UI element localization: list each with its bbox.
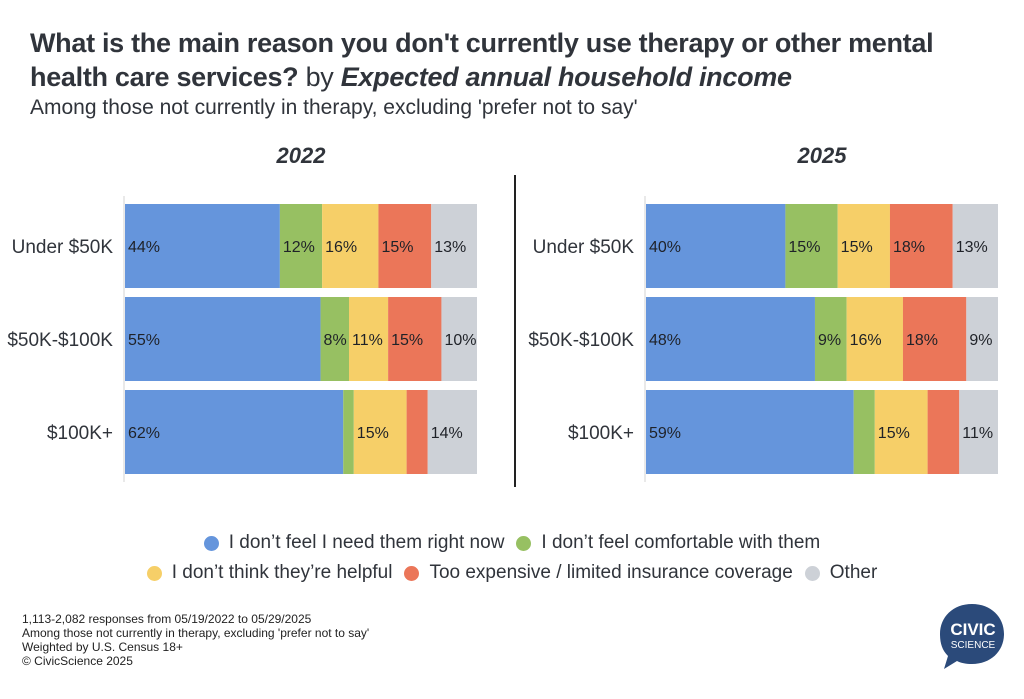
bar-segment-2022-100k-i-don-t-feel-i-need-them-right-now <box>125 390 344 474</box>
legend-label-not-comfortable: I don’t feel comfortable with them <box>541 532 821 553</box>
legend: I don’t feel I need them right now I don… <box>0 528 1024 588</box>
stacked-bar-chart: Under $50K 44% 12% 16% 15% 13% $50K-$100K 55% 8%… <box>7 196 998 482</box>
bar-segment-2022-50k-100k-too-expensive-limited-insurance-coverage <box>388 297 442 381</box>
footnote: 1,113-2,082 responses from 05/19/2022 to… <box>22 612 369 668</box>
bar-segment-2025-50k-100k-too-expensive-limited-insurance-coverage <box>902 297 967 381</box>
bar-segment-2022-100k-i-don-t-think-they-re-helpful <box>353 390 407 474</box>
bar-segment-2022-under-50k-i-don-t-feel-i-need-them-right-now <box>125 204 280 288</box>
data-label-2025-under-50k-other: 13% <box>956 239 988 256</box>
data-label-2025-100k-other: 11% <box>962 425 993 442</box>
legend-item-not-comfortable[interactable]: I don’t feel comfortable with them <box>516 528 820 558</box>
bar-segment-2025-under-50k-i-don-t-think-they-re-helpful <box>837 204 890 288</box>
data-label-2022-under-50k-other: 13% <box>434 239 466 256</box>
data-label-2025-under-50k-i-don-t-feel-comfortable-with-them: 15% <box>788 239 820 256</box>
category-label-100k-2022: $100K+ <box>47 423 113 444</box>
data-label-2025-50k-100k-too-expensive-limited-insurance-coverage: 18% <box>906 332 938 349</box>
data-label-2025-50k-100k-i-don-t-think-they-re-helpful: 16% <box>850 332 882 349</box>
bar-segment-2025-100k-too-expensive-limited-insurance-coverage <box>927 390 960 474</box>
legend-label-not-helpful: I don’t think they’re helpful <box>171 562 393 583</box>
legend-label-too-expensive: Too expensive / limited insurance covera… <box>429 562 793 583</box>
bar-segment-2025-100k-other <box>959 390 998 474</box>
bar-segment-2025-50k-100k-i-don-t-feel-comfortable-with-them <box>814 297 847 381</box>
legend-dot-other <box>804 565 820 581</box>
title-by: by <box>305 62 334 92</box>
category-label-under-50k-2022: Under $50K <box>12 237 114 258</box>
legend-item-not-helpful[interactable]: I don’t think they’re helpful <box>146 558 393 588</box>
bar-segment-2022-under-50k-i-don-t-feel-comfortable-with-them <box>279 204 323 288</box>
footnote-weighting: Weighted by U.S. Census 18+ <box>22 640 183 654</box>
title-main: What is the main reason you don't curren… <box>30 28 934 92</box>
footnote-copyright: © CivicScience 2025 <box>22 654 133 668</box>
legend-label-other: Other <box>829 562 878 583</box>
title-dimension: Expected annual household income <box>340 62 792 92</box>
bar-segment-2025-under-50k-i-don-t-feel-i-need-them-right-now <box>646 204 786 288</box>
category-label-50k-100k-2025: $50K-$100K <box>528 330 634 351</box>
data-label-2022-100k-i-don-t-feel-i-need-them-right-now: 62% <box>128 425 160 442</box>
bar-segment-2025-50k-100k-i-don-t-feel-i-need-them-right-now <box>646 297 815 381</box>
legend-item-no-need[interactable]: I don’t feel I need them right now <box>203 528 505 558</box>
bar-segment-2025-50k-100k-other <box>966 297 998 381</box>
footnote-population: Among those not currently in therapy, ex… <box>22 626 370 640</box>
data-label-2022-50k-100k-too-expensive-limited-insurance-coverage: 15% <box>391 332 423 349</box>
data-label-2025-50k-100k-other: 9% <box>969 332 992 349</box>
legend-dot-not-comfortable <box>516 535 532 551</box>
data-label-2025-50k-100k-i-don-t-feel-i-need-them-right-now: 48% <box>649 332 681 349</box>
panel-title-2022: 2022 <box>276 143 326 168</box>
data-label-2025-50k-100k-i-don-t-feel-comfortable-with-them: 9% <box>818 332 841 349</box>
data-label-2025-100k-i-don-t-think-they-re-helpful: 15% <box>878 425 910 442</box>
data-label-2022-50k-100k-i-don-t-feel-i-need-them-right-now: 55% <box>128 332 160 349</box>
bar-segment-2025-50k-100k-i-don-t-think-they-re-helpful <box>846 297 903 381</box>
logo-text-science: SCIENCE <box>951 640 996 651</box>
bar-segment-2022-under-50k-i-don-t-think-they-re-helpful <box>322 204 379 288</box>
bar-segment-2022-under-50k-other <box>431 204 477 288</box>
panel-divider <box>514 175 516 487</box>
chart-subtitle: Among those not currently in therapy, ex… <box>30 96 638 119</box>
legend-dot-not-helpful <box>146 565 162 581</box>
legend-row-1: I don’t feel I need them right now I don… <box>0 528 1024 558</box>
legend-dot-no-need <box>203 535 219 551</box>
data-label-2022-100k-other: 14% <box>431 425 463 442</box>
chart-title: What is the main reason you don't curren… <box>30 26 1010 94</box>
data-label-2025-under-50k-i-don-t-think-they-re-helpful: 15% <box>841 239 873 256</box>
bar-segment-2022-100k-too-expensive-limited-insurance-coverage <box>406 390 428 474</box>
data-label-2025-under-50k-i-don-t-feel-i-need-them-right-now: 40% <box>649 239 681 256</box>
data-label-2022-under-50k-i-don-t-feel-comfortable-with-them: 12% <box>283 239 315 256</box>
logo-text-civic: CIVIC <box>950 620 995 639</box>
category-label-under-50k-2025: Under $50K <box>533 237 635 258</box>
panel-title-2025: 2025 <box>797 143 847 168</box>
data-label-2022-under-50k-too-expensive-limited-insurance-coverage: 15% <box>381 239 413 256</box>
legend-row-2: I don’t think they’re helpful Too expens… <box>0 558 1024 588</box>
data-label-2025-100k-i-don-t-feel-i-need-them-right-now: 59% <box>649 425 681 442</box>
bar-segment-2022-100k-other <box>427 390 477 474</box>
civicscience-logo: CIVIC SCIENCE <box>940 604 1004 669</box>
bar-segment-2022-under-50k-too-expensive-limited-insurance-coverage <box>378 204 432 288</box>
bar-segment-2022-50k-100k-other <box>441 297 477 381</box>
bar-segment-2022-50k-100k-i-don-t-feel-i-need-them-right-now <box>125 297 321 381</box>
data-label-2025-under-50k-too-expensive-limited-insurance-coverage: 18% <box>893 239 925 256</box>
data-label-2022-50k-100k-i-don-t-think-they-re-helpful: 11% <box>352 332 383 349</box>
legend-item-too-expensive[interactable]: Too expensive / limited insurance covera… <box>404 558 793 588</box>
bar-segment-2025-under-50k-i-don-t-feel-comfortable-with-them <box>785 204 838 288</box>
bar-segment-2025-under-50k-too-expensive-limited-insurance-coverage <box>889 204 953 288</box>
legend-dot-too-expensive <box>404 565 420 581</box>
data-label-2022-under-50k-i-don-t-feel-i-need-them-right-now: 44% <box>128 239 160 256</box>
bar-segment-2022-50k-100k-i-don-t-think-they-re-helpful <box>349 297 389 381</box>
data-label-2022-50k-100k-i-don-t-feel-comfortable-with-them: 8% <box>324 332 347 349</box>
bar-segment-2022-50k-100k-i-don-t-feel-comfortable-with-them <box>320 297 349 381</box>
bar-segment-2025-100k-i-don-t-feel-i-need-them-right-now <box>646 390 854 474</box>
bar-segment-2022-100k-i-don-t-feel-comfortable-with-them <box>343 390 354 474</box>
footnote-responses: 1,113-2,082 responses from 05/19/2022 to… <box>22 612 312 626</box>
bar-segment-2025-100k-i-don-t-think-they-re-helpful <box>874 390 928 474</box>
bar-segment-2025-100k-i-don-t-feel-comfortable-with-them <box>853 390 875 474</box>
logo-speech-bubble <box>940 604 1004 669</box>
legend-item-other[interactable]: Other <box>804 558 878 588</box>
data-label-2022-under-50k-i-don-t-think-they-re-helpful: 16% <box>325 239 357 256</box>
legend-label-no-need: I don’t feel I need them right now <box>228 532 505 553</box>
data-label-2022-100k-i-don-t-think-they-re-helpful: 15% <box>357 425 389 442</box>
category-label-100k-2025: $100K+ <box>568 423 634 444</box>
category-label-50k-100k-2022: $50K-$100K <box>7 330 113 351</box>
data-label-2022-50k-100k-other: 10% <box>444 332 476 349</box>
bar-segment-2025-under-50k-other <box>952 204 998 288</box>
